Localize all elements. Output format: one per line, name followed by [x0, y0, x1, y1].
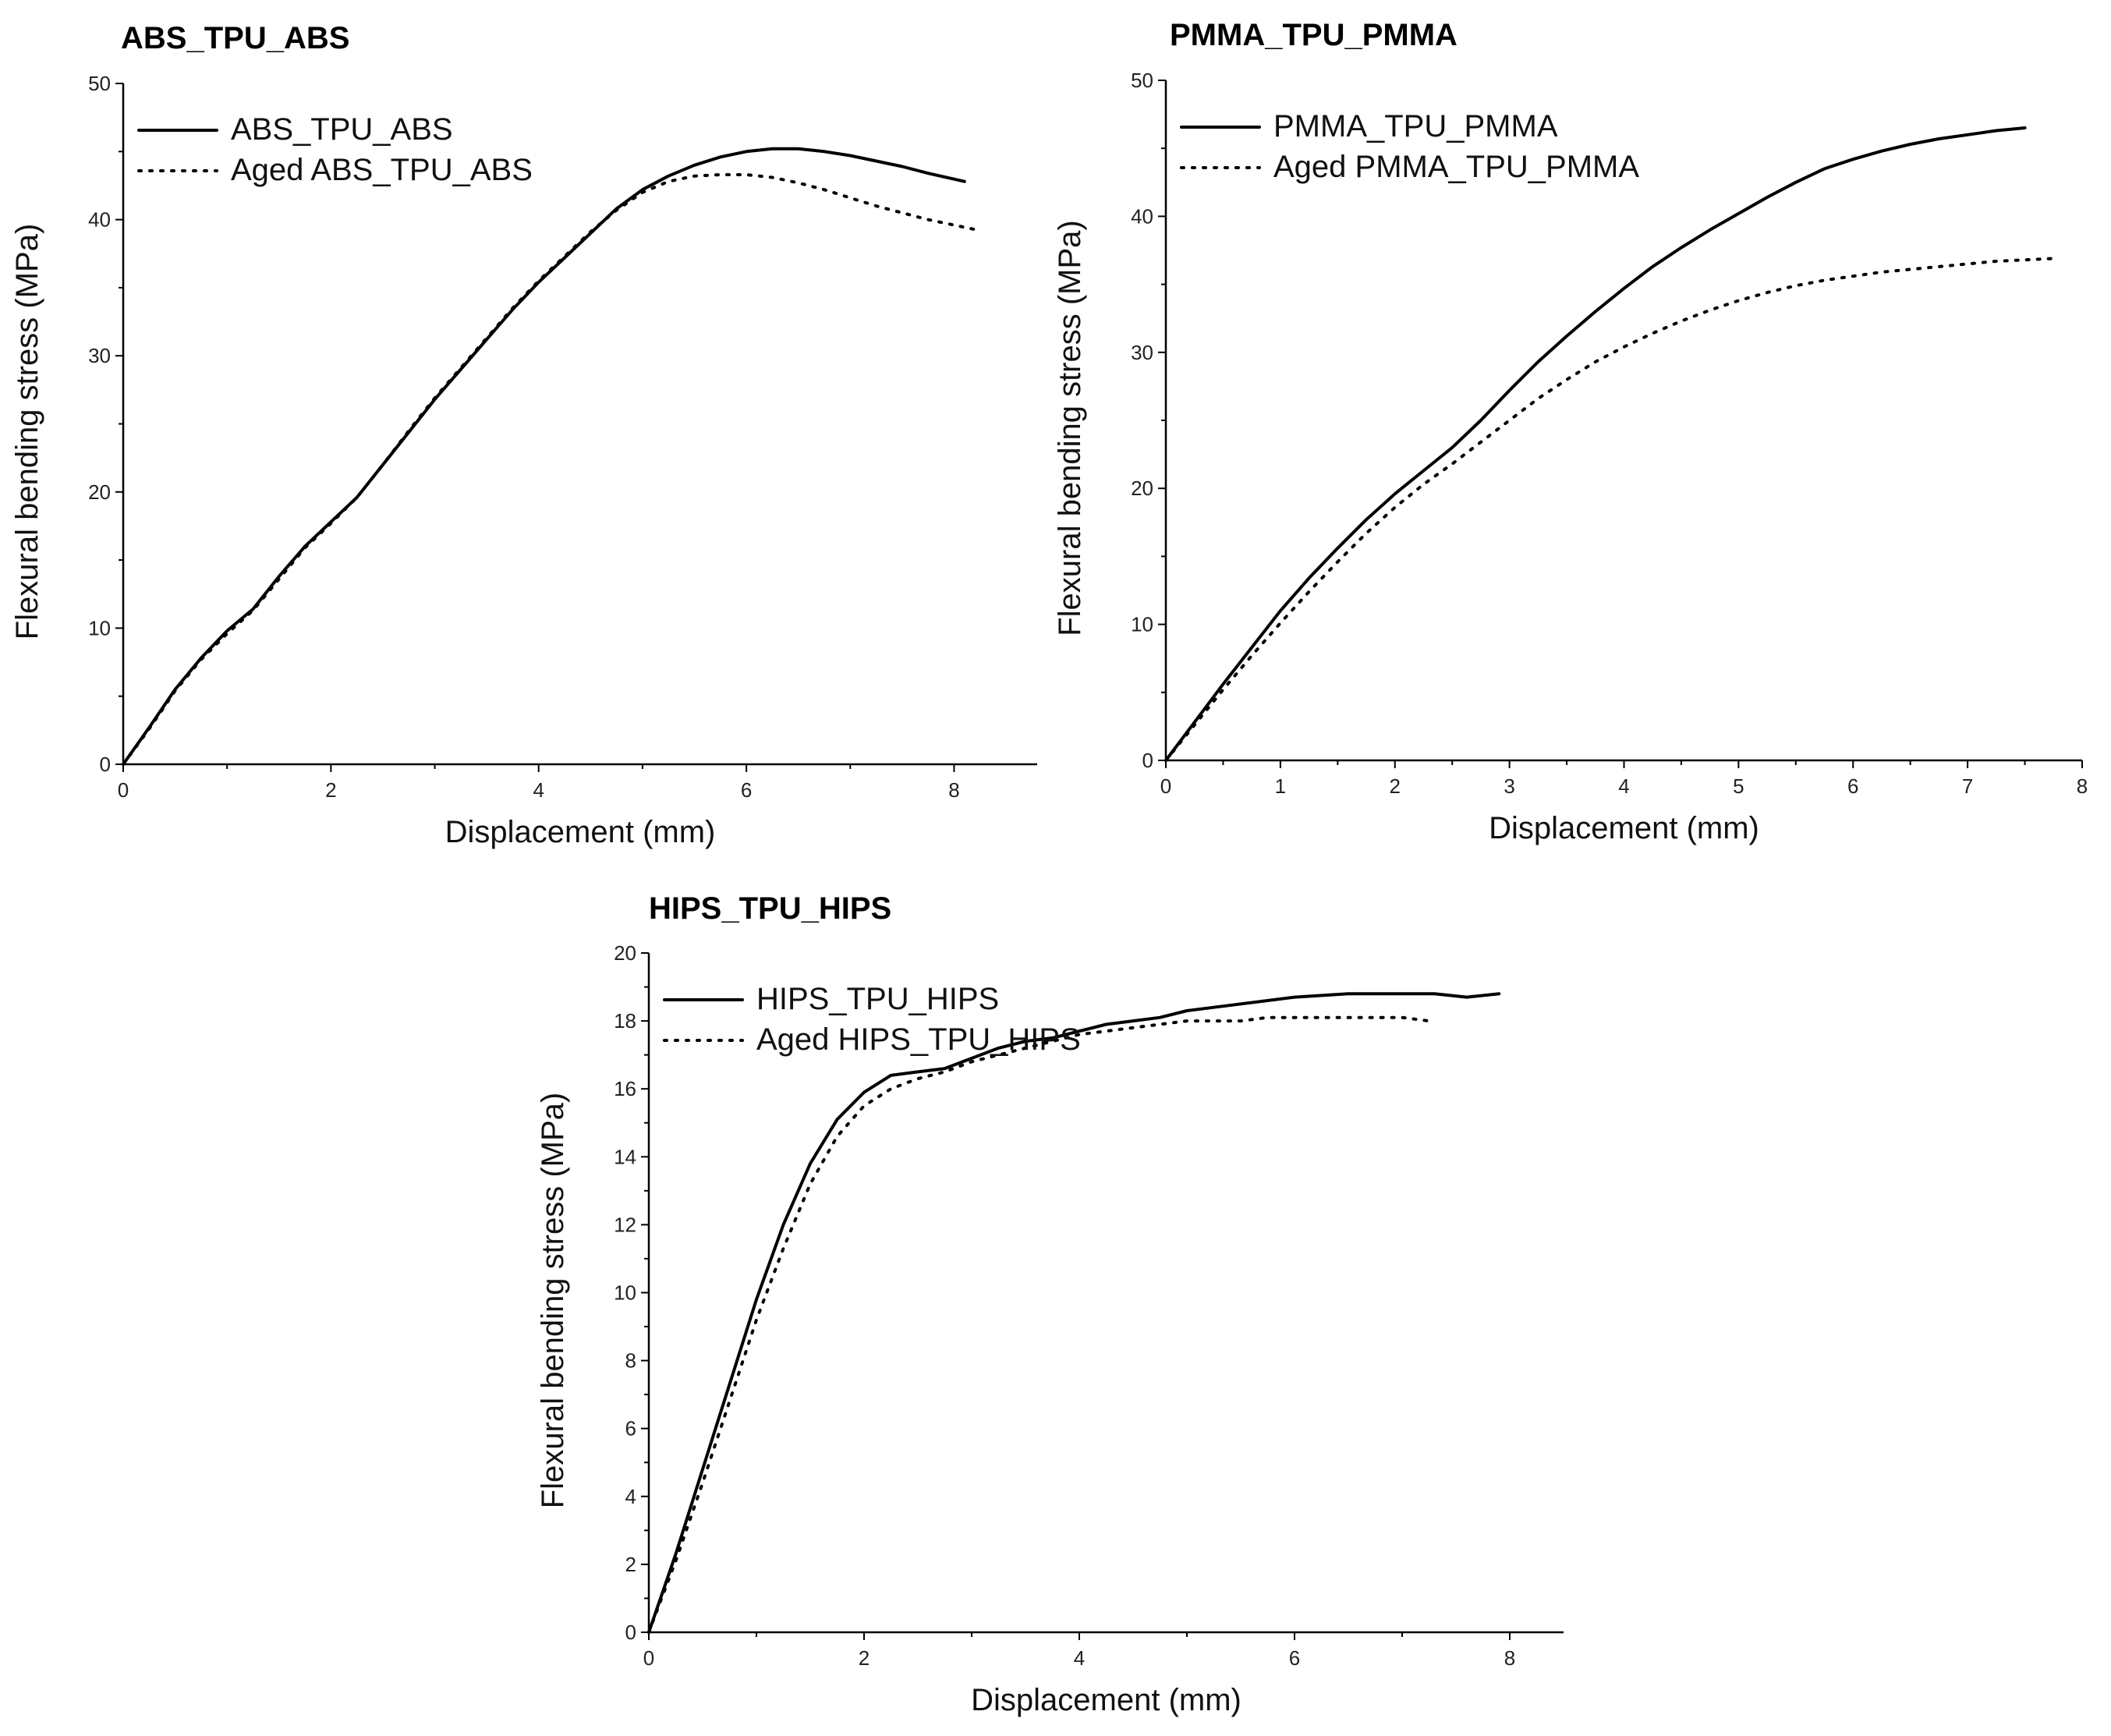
y-tick-label: 6 — [625, 1417, 636, 1440]
y-tick-label: 40 — [88, 208, 111, 232]
x-tick-label: 8 — [1504, 1646, 1515, 1670]
x-tick-label: 7 — [1962, 774, 1973, 798]
legend-label-aged-pmma-tpu-pmma: Aged PMMA_TPU_PMMA — [1273, 150, 1639, 184]
y-tick-label: 2 — [625, 1553, 636, 1576]
y-axis-label: Flexural bending stress (MPa) — [1053, 220, 1087, 636]
y-tick-label: 14 — [614, 1145, 636, 1168]
series-line-aged-hips-tpu-hips — [647, 1015, 1431, 1634]
y-tick-label: 40 — [1131, 204, 1153, 228]
x-tick-label: 1 — [1275, 774, 1286, 798]
y-tick-label: 12 — [614, 1213, 636, 1236]
x-tick-label: 6 — [1289, 1646, 1300, 1670]
x-tick-label: 0 — [1160, 774, 1171, 798]
y-tick-label: 4 — [625, 1485, 636, 1508]
y-tick-label: 20 — [88, 480, 111, 504]
x-tick-label: 3 — [1504, 774, 1514, 798]
y-tick-label: 30 — [1131, 341, 1153, 364]
x-tick-label: 2 — [325, 778, 336, 802]
y-tick-label: 18 — [614, 1009, 636, 1033]
chart-hips-tpu-hips: HIPS_TPU_HIPS 0 2 4 6 8 0 2 4 6 8 10 12 14 16 18 20 Displ… — [536, 891, 1564, 1717]
x-tick-label: 4 — [1074, 1646, 1085, 1670]
series-line-aged-abs-tpu-abs — [122, 173, 982, 766]
x-tick-label: 8 — [948, 778, 959, 802]
y-tick-label: 20 — [614, 941, 636, 965]
y-tick-label: 20 — [1131, 477, 1153, 500]
x-tick-label: 0 — [643, 1646, 654, 1670]
y-tick-label: 0 — [1142, 749, 1153, 772]
chart-pmma-tpu-pmma: PMMA_TPU_PMMA 0 1 2 3 4 5 6 7 8 0 10 20 30 40 50 Displac… — [1053, 18, 2088, 845]
x-tick-label: 8 — [2077, 774, 2088, 798]
y-tick-label: 8 — [625, 1349, 636, 1373]
chart-title: ABS_TPU_ABS — [121, 21, 349, 55]
y-tick-label: 0 — [625, 1621, 636, 1644]
series-line-hips-tpu-hips — [647, 992, 1501, 1634]
y-tick-label: 16 — [614, 1077, 636, 1100]
x-tick-label: 4 — [1618, 774, 1629, 798]
series-line-abs-tpu-abs — [122, 147, 966, 766]
legend-label-aged-hips-tpu-hips: Aged HIPS_TPU_HIPS — [756, 1022, 1081, 1057]
y-axis-label: Flexural bending stress (MPa) — [536, 1093, 570, 1509]
x-tick-label: 2 — [1390, 774, 1401, 798]
y-tick-label: 50 — [88, 72, 111, 95]
x-axis-label: Displacement (mm) — [971, 1683, 1241, 1717]
y-tick-label: 10 — [614, 1281, 636, 1305]
chart-title: PMMA_TPU_PMMA — [1170, 18, 1458, 52]
y-tick-label: 50 — [1131, 69, 1153, 92]
x-tick-label: 6 — [741, 778, 752, 802]
x-tick-label: 5 — [1733, 774, 1744, 798]
x-tick-label: 0 — [118, 778, 129, 802]
x-tick-label: 4 — [533, 778, 544, 802]
y-axis-label: Flexural bending stress (MPa) — [10, 224, 44, 640]
legend-label-pmma-tpu-pmma: PMMA_TPU_PMMA — [1273, 109, 1558, 143]
legend-label-abs-tpu-abs: ABS_TPU_ABS — [231, 112, 453, 147]
legend-label-hips-tpu-hips: HIPS_TPU_HIPS — [756, 982, 999, 1016]
legend-label-aged-abs-tpu-abs: Aged ABS_TPU_ABS — [231, 153, 533, 187]
y-tick-label: 30 — [88, 344, 111, 367]
y-tick-label: 10 — [88, 616, 111, 639]
y-tick-label: 0 — [100, 753, 111, 776]
x-tick-label: 2 — [859, 1646, 870, 1670]
series-line-pmma-tpu-pmma — [1164, 126, 2027, 762]
y-tick-label: 10 — [1131, 613, 1153, 636]
x-axis-label: Displacement (mm) — [1489, 811, 1759, 845]
x-axis-label: Displacement (mm) — [445, 815, 716, 849]
chart-abs-tpu-abs: ABS_TPU_ABS 0 2 4 6 8 0 10 20 30 40 50 Displacement … — [10, 21, 1037, 849]
series-line-aged-pmma-tpu-pmma — [1164, 257, 2056, 762]
x-tick-label: 6 — [1847, 774, 1858, 798]
chart-title: HIPS_TPU_HIPS — [649, 891, 891, 926]
